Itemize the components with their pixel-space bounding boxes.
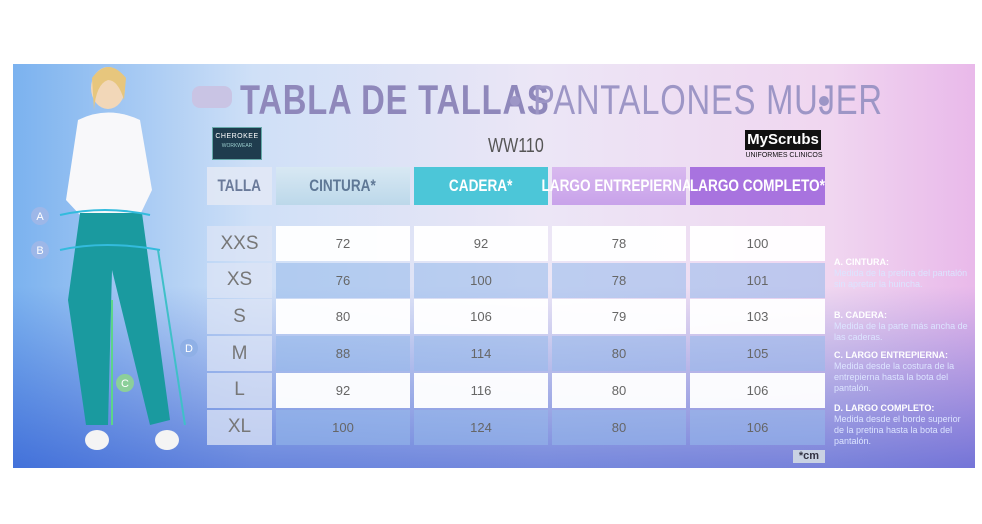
measurement: 78 <box>552 226 686 261</box>
measurement: 80 <box>552 336 686 372</box>
measurement: 79 <box>552 299 686 335</box>
note-title: D. LARGO COMPLETO: <box>834 403 935 413</box>
measurement: 106 <box>414 299 548 335</box>
size-label: M <box>207 336 272 372</box>
measurement: 100 <box>276 409 410 445</box>
measurement: 92 <box>414 226 548 261</box>
measurement: 114 <box>414 336 548 372</box>
figure-label: D <box>185 343 193 355</box>
note: A. CINTURA: Medida de la pretina del pant… <box>834 257 972 290</box>
column-header: CADERA* <box>414 167 548 205</box>
model: WW110 <box>488 135 544 157</box>
column-header: TALLA <box>207 167 272 205</box>
measurement: 101 <box>690 262 825 298</box>
measurement: 76 <box>276 262 410 298</box>
measurement: 105 <box>690 336 825 372</box>
column-header-text: CINTURA* <box>309 176 377 195</box>
title: TABLA DE TALLAS <box>240 76 550 123</box>
column-header-text: CADERA* <box>449 176 513 195</box>
measurement: 78 <box>552 262 686 298</box>
size-label: XL <box>207 409 272 445</box>
note-text: Medida de la parte más ancha de las cade… <box>834 321 968 342</box>
unit: *cm <box>793 450 825 463</box>
column-header: LARGO ENTREPIERNA* <box>541 167 697 205</box>
column-header-text: TALLA <box>217 176 262 195</box>
column-header: LARGO COMPLETO* <box>690 167 825 205</box>
note-title: A. CINTURA: <box>834 257 889 267</box>
note-text: Medida desde el borde superior de la pre… <box>834 414 961 446</box>
measurement: 92 <box>276 372 410 408</box>
column-header: CINTURA* <box>276 167 410 205</box>
column-header-text: LARGO COMPLETO* <box>690 176 825 195</box>
note-title: B. CADERA: <box>834 310 887 320</box>
measurement: 116 <box>414 372 548 408</box>
measurement: 88 <box>276 336 410 372</box>
column-header-text: LARGO ENTREPIERNA* <box>541 176 697 195</box>
note: B. CADERA: Medida de la parte más ancha d… <box>834 310 972 343</box>
size-label: XXS <box>207 226 272 261</box>
subtitle: PANTALONES MUJER <box>533 76 883 123</box>
measurement: 106 <box>690 372 825 408</box>
measurement: 106 <box>690 409 825 445</box>
figure-label: A <box>36 211 44 223</box>
brand-logo: CHEROKEE WORKWEAR <box>212 127 262 160</box>
measurement: 124 <box>414 409 548 445</box>
measurement: 80 <box>276 299 410 335</box>
size-label: XS <box>207 262 272 298</box>
separator <box>510 96 520 106</box>
logo: MyScrubs <box>745 130 821 150</box>
measurement: 80 <box>552 409 686 445</box>
measurement: 100 <box>414 262 548 298</box>
measurement: 103 <box>690 299 825 335</box>
size-label: S <box>207 299 272 335</box>
measurement: 72 <box>276 226 410 261</box>
figure-label: C <box>121 378 129 390</box>
brand-name: CHEROKEE <box>215 133 259 140</box>
logo-tagline: UNIFORMES CLINICOS <box>745 152 823 159</box>
brand-line: WORKWEAR <box>221 143 253 149</box>
separator <box>819 96 829 106</box>
note-title: C. LARGO ENTREPIERNA: <box>834 350 949 360</box>
note: C. LARGO ENTREPIERNA: Medida desde la cos… <box>834 350 972 394</box>
size-label: L <box>207 372 272 408</box>
figure-label: B <box>36 245 43 257</box>
measurement: 80 <box>552 372 686 408</box>
note-text: Medida desde la costura de la entrepiern… <box>834 361 955 393</box>
measurement: 100 <box>690 226 825 261</box>
note: D. LARGO COMPLETO: Medida desde el borde … <box>834 403 972 447</box>
note-text: Medida de la pretina del pantalón sin ap… <box>834 268 968 289</box>
